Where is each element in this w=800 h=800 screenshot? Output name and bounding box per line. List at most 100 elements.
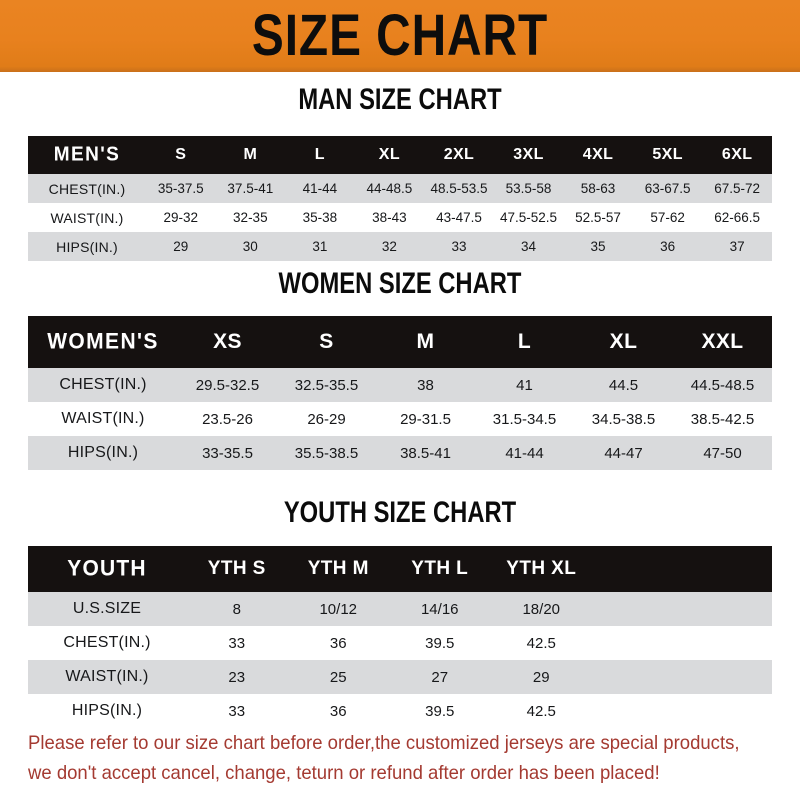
size-header-yth-s: YTH S [207, 558, 266, 579]
size-header-xxl: XXL [701, 330, 744, 353]
table-spacer-cell [592, 626, 772, 660]
row-label-chest: CHEST(IN.) [48, 180, 126, 197]
table-row: WAIST(IN.) 23.5-26 26-29 29-31.5 31.5-34… [28, 402, 772, 436]
cell: 33 [451, 239, 467, 254]
cell: 32-35 [233, 210, 268, 225]
size-header-5xl: 5XL [652, 146, 683, 163]
size-header-2xl: 2XL [443, 146, 475, 163]
row-label-hips: HIPS(IN.) [71, 702, 143, 719]
footer-disclaimer: Please refer to our size chart before or… [28, 728, 741, 788]
cell: 38-43 [372, 210, 407, 225]
cell: 36 [660, 239, 676, 254]
cell: 27 [431, 668, 449, 686]
men-corner-label: MEN'S [53, 143, 121, 166]
table-row: HIPS(IN.) 33-35.5 35.5-38.5 38.5-41 41-4… [28, 436, 772, 470]
row-label-hips: HIPS(IN.) [67, 444, 139, 461]
cell: 35.5-38.5 [294, 444, 359, 462]
cell: 29-32 [163, 210, 199, 225]
page-title: SIZE CHART [251, 3, 549, 69]
women-corner-label: WOMEN'S [47, 329, 159, 354]
cell: 34.5-38.5 [591, 410, 656, 428]
size-header-yth-xl: YTH XL [506, 558, 577, 579]
size-header-xs: XS [213, 330, 242, 353]
cell: 58-63 [580, 181, 616, 196]
women-size-table: WOMEN'S XS S M L XL XXL CHEST(IN.) 29.5-… [28, 316, 772, 470]
cell: 63-67.5 [644, 181, 691, 196]
table-header-row: MEN'S S M L XL 2XL 3XL 4XL 5XL 6XL [28, 136, 772, 174]
cell: 44.5-48.5 [690, 376, 755, 394]
size-header-s: S [319, 330, 334, 353]
cell: 33 [228, 634, 246, 652]
cell: 62-66.5 [714, 210, 761, 225]
size-header-xl: XL [378, 146, 401, 163]
row-label-us-size: U.S.SIZE [72, 600, 142, 617]
cell: 37.5-41 [227, 181, 274, 196]
table-spacer-cell [592, 694, 772, 728]
size-header-m: M [243, 146, 258, 163]
cell: 34 [520, 239, 537, 254]
cell: 44-47 [604, 444, 643, 462]
cell: 30 [242, 239, 258, 254]
size-header-xl: XL [609, 330, 638, 353]
size-header-4xl: 4XL [582, 146, 614, 163]
cell: 39.5 [425, 634, 455, 652]
cell: 23 [228, 668, 246, 686]
size-header-l: L [517, 330, 532, 353]
table-row: WAIST(IN.) 29-32 32-35 35-38 38-43 43-47… [28, 203, 772, 232]
cell: 32 [381, 239, 397, 254]
cell: 29 [173, 239, 189, 254]
cell: 43-47.5 [436, 210, 482, 225]
cell: 53.5-58 [505, 181, 552, 196]
table-spacer-cell [592, 546, 772, 592]
table-row: CHEST(IN.) 35-37.5 37.5-41 41-44 44-48.5… [28, 174, 772, 203]
table-header-row: WOMEN'S XS S M L XL XXL [28, 316, 772, 368]
cell: 41-44 [505, 444, 544, 462]
size-header-6xl: 6XL [721, 146, 753, 163]
cell: 67.5-72 [714, 181, 761, 196]
row-label-chest: CHEST(IN.) [63, 634, 151, 651]
cell: 29.5-32.5 [195, 376, 260, 394]
cell: 48.5-53.5 [430, 181, 488, 196]
cell: 44-48.5 [366, 181, 413, 196]
cell: 39.5 [425, 702, 455, 720]
table-row: CHEST(IN.) 29.5-32.5 32.5-35.5 38 41 44.… [28, 368, 772, 402]
size-header-3xl: 3XL [513, 146, 544, 163]
cell: 38 [417, 376, 434, 394]
youth-size-table: YOUTH YTH S YTH M YTH L YTH XL U.S.SIZE … [28, 546, 772, 728]
cell: 8 [232, 600, 241, 618]
cell: 44.5 [608, 376, 639, 394]
cell: 14/16 [420, 600, 459, 618]
cell: 41-44 [302, 181, 338, 196]
row-label-waist: WAIST(IN.) [61, 410, 145, 427]
table-row: CHEST(IN.) 33 36 39.5 42.5 [28, 626, 772, 660]
cell: 38.5-41 [400, 444, 451, 462]
size-header-l: L [314, 146, 325, 163]
size-header-m: M [416, 330, 435, 353]
size-chart-banner: SIZE CHART [0, 0, 800, 72]
footer-line-2: we don't accept cancel, change, teturn o… [28, 762, 660, 784]
cell: 32.5-35.5 [294, 376, 359, 394]
cell: 36 [329, 702, 347, 720]
cell: 57-62 [650, 210, 685, 225]
table-header-row: YOUTH YTH S YTH M YTH L YTH XL [28, 546, 772, 592]
row-label-waist: WAIST(IN.) [50, 209, 124, 226]
cell: 52.5-57 [575, 210, 621, 225]
footer-line-1: Please refer to our size chart before or… [28, 732, 740, 754]
cell: 23.5-26 [202, 410, 253, 428]
size-header-yth-m: YTH M [307, 558, 369, 579]
size-header-yth-l: YTH L [411, 558, 469, 579]
row-label-waist: WAIST(IN.) [65, 668, 149, 685]
cell: 47-50 [703, 444, 742, 462]
cell: 38.5-42.5 [690, 410, 755, 428]
cell: 29 [532, 668, 550, 686]
youth-section-title: YOUTH SIZE CHART [283, 495, 517, 529]
man-section-title: MAN SIZE CHART [298, 82, 502, 116]
cell: 26-29 [307, 410, 346, 428]
cell: 25 [329, 668, 347, 686]
cell: 33 [228, 702, 246, 720]
cell: 37 [729, 239, 745, 254]
youth-corner-label: YOUTH [67, 556, 147, 581]
table-row: HIPS(IN.) 29 30 31 32 33 34 35 36 37 [28, 232, 772, 261]
cell: 47.5-52.5 [499, 210, 558, 225]
cell: 29-31.5 [400, 410, 451, 428]
